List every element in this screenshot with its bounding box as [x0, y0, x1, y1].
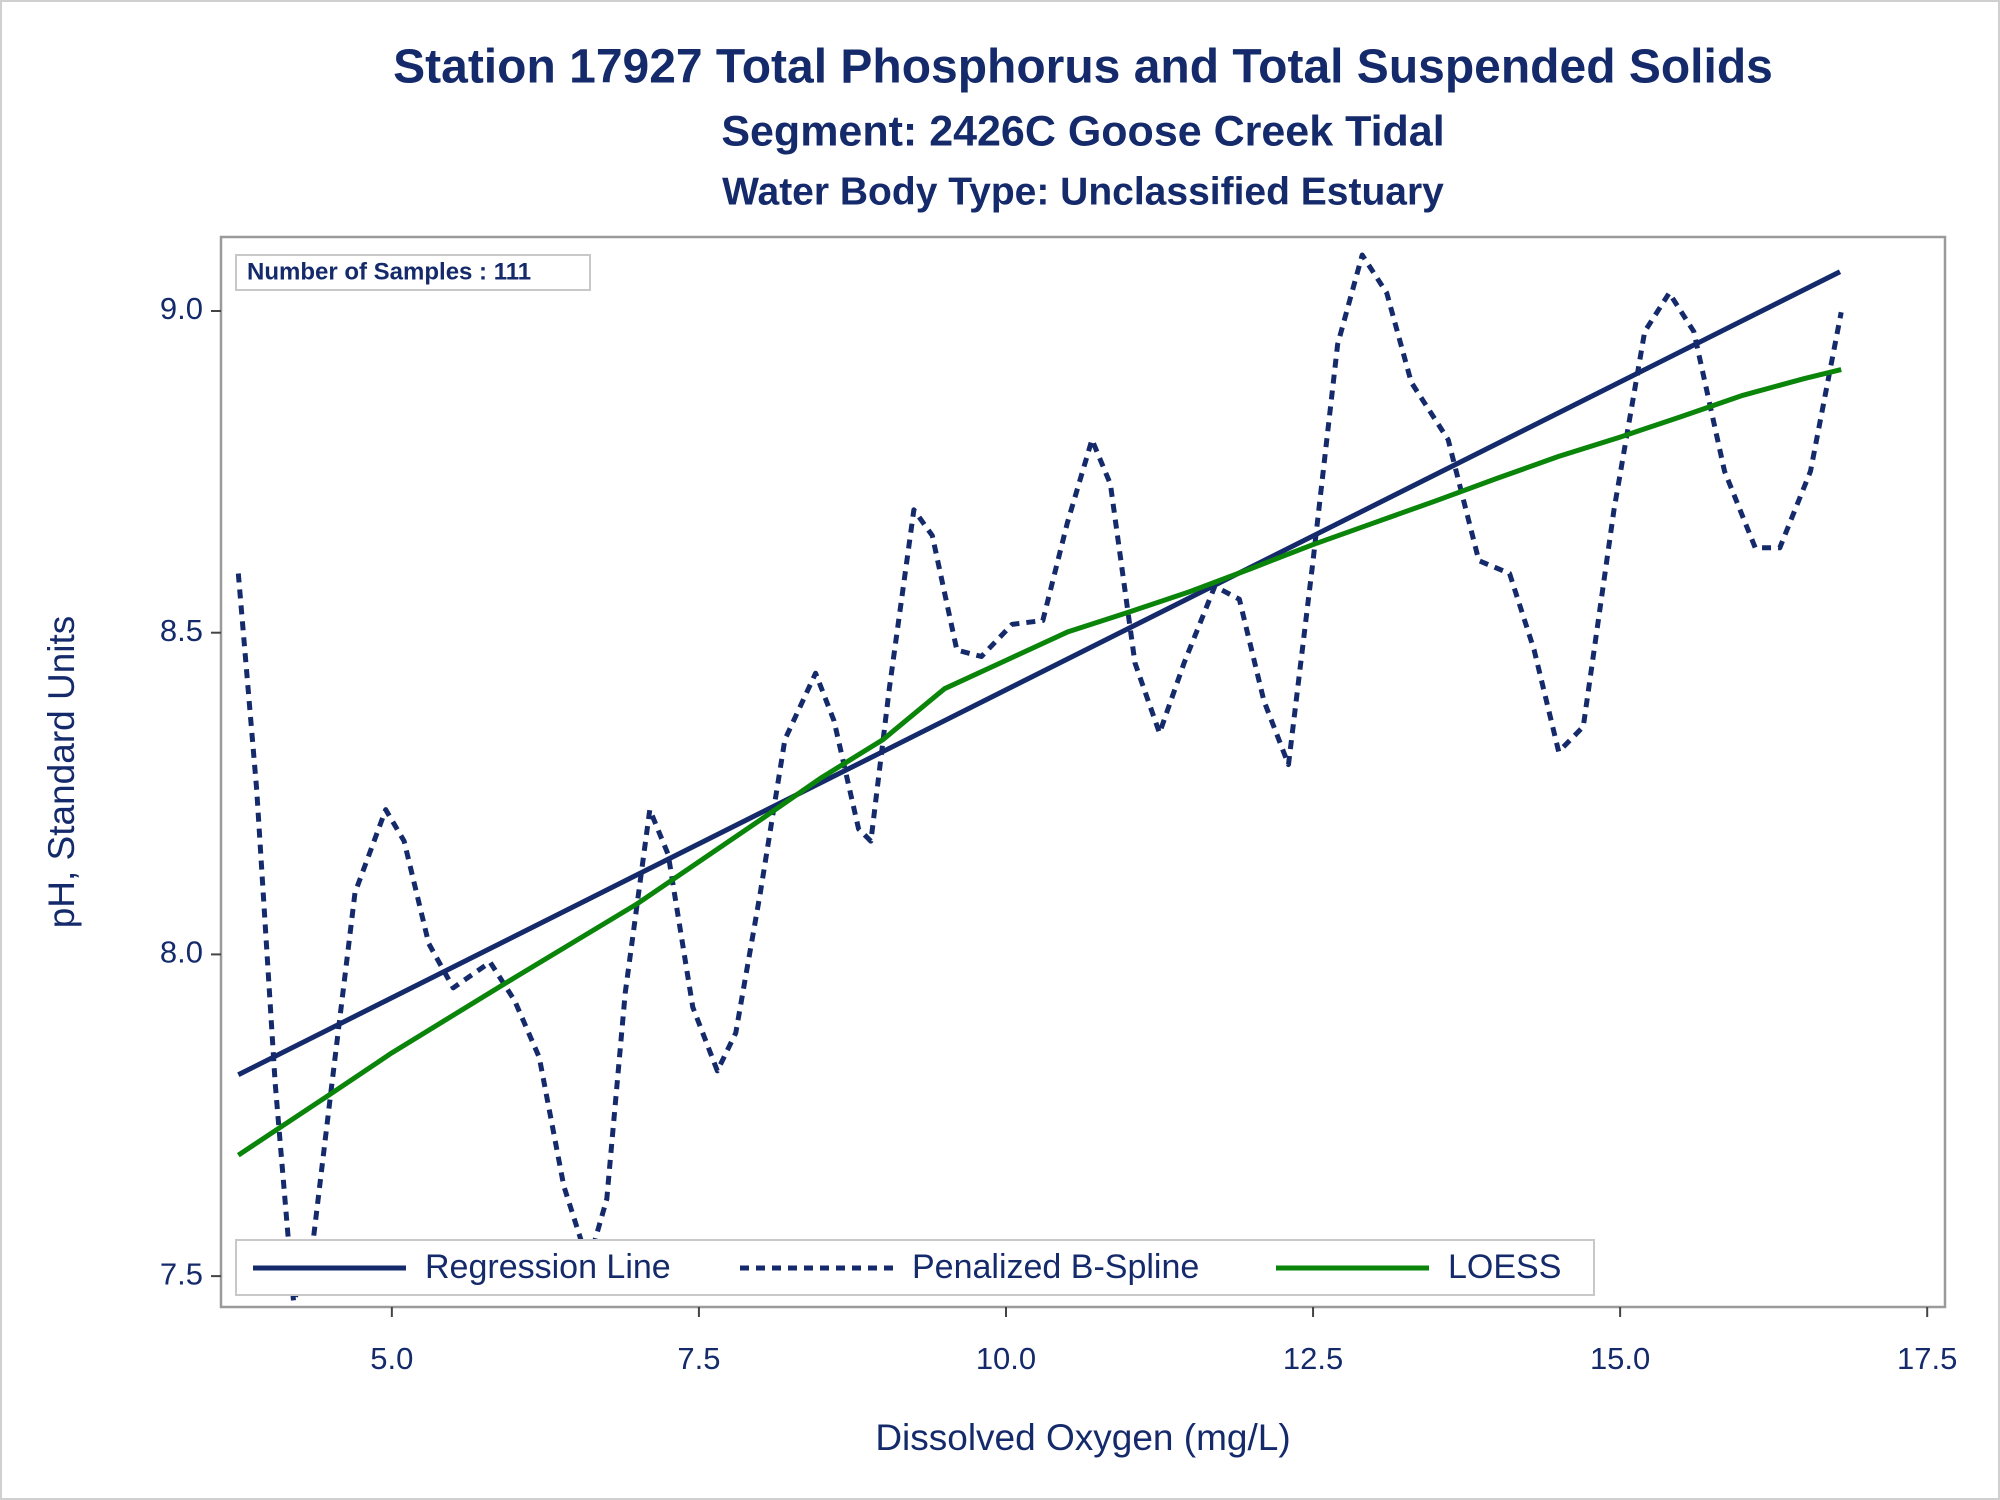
plot-area — [235, 252, 1844, 1305]
x-tick-label: 7.5 — [677, 1341, 720, 1376]
series-line — [236, 367, 1842, 1158]
y-tick-label: 7.5 — [160, 1256, 203, 1291]
x-tick-label: 17.5 — [1897, 1341, 1957, 1376]
y-tick-label: 8.5 — [160, 613, 203, 648]
x-tick-label: 12.5 — [1283, 1341, 1343, 1376]
legend-label: Penalized B-Spline — [912, 1248, 1199, 1286]
chart-subtitle: Segment: 2426C Goose Creek Tidal — [721, 107, 1444, 155]
x-tick-label: 5.0 — [370, 1341, 413, 1376]
chart-title: Station 17927 Total Phosphorus and Total… — [393, 41, 1773, 94]
y-tick-label: 8.0 — [160, 935, 203, 970]
x-tick-label: 15.0 — [1590, 1341, 1650, 1376]
annotation: Number of Samples : 111 — [247, 258, 531, 285]
legend-label: LOESS — [1448, 1248, 1561, 1286]
series-line — [237, 269, 1842, 1077]
series-line — [235, 252, 1844, 1305]
plot-frame — [219, 235, 1947, 1309]
annotation-box — [235, 254, 591, 291]
y-tick-label: 9.0 — [160, 291, 203, 326]
legend-label: Regression Line — [425, 1248, 671, 1286]
x-tick-label: 10.0 — [976, 1341, 1036, 1376]
x-axis-label: Dissolved Oxygen (mg/L) — [875, 1417, 1290, 1458]
chart-subtitle: Water Body Type: Unclassified Estuary — [722, 170, 1444, 213]
y-axis-label: pH, Standard Units — [41, 616, 82, 929]
